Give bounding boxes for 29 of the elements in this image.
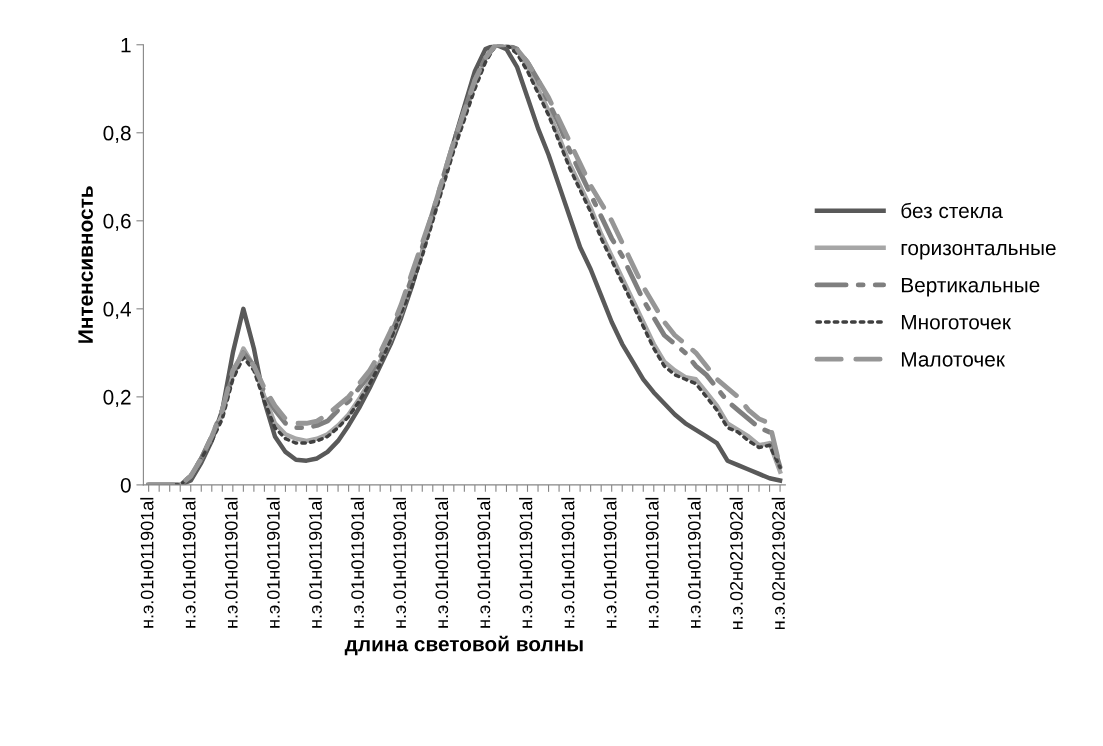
- y-tick-label: 0,4: [103, 301, 131, 320]
- x-tick-label: н.э.01н011901al: [266, 497, 280, 628]
- legend-label: Малоточек: [901, 352, 1006, 367]
- x-tick-label: н.э.01н011901al: [224, 497, 238, 628]
- y-axis-title: Интенсивность: [78, 186, 93, 343]
- y-tick-label: 0,8: [103, 125, 131, 143]
- legend-label: горизонтальные: [901, 243, 1056, 260]
- x-tick-label: н.э.01н011901al: [603, 497, 617, 628]
- legend-label: Многоточек: [901, 315, 1012, 330]
- x-tick-label: н.э.01н011901al: [687, 497, 701, 628]
- x-tick-label: н.э.01н011901al: [308, 497, 322, 628]
- x-tick-label: н.э.02н021902al: [771, 497, 785, 630]
- x-tick-label: н.э.01н011901al: [645, 497, 659, 628]
- x-tick-label: н.э.01н011901al: [434, 497, 449, 628]
- x-tick-label: н.э.01н011901al: [392, 497, 407, 628]
- y-tick-label: 0,2: [103, 389, 131, 408]
- x-axis-title: длина световой волны: [344, 635, 583, 656]
- x-tick-label: н.э.01н011901al: [476, 497, 491, 628]
- x-tick-label: н.э.01н011901al: [182, 497, 196, 628]
- x-tick-label: н.э.01н011901al: [140, 497, 154, 628]
- y-tick-label: 1: [121, 37, 131, 53]
- x-tick-label: н.э.01н011901al: [561, 497, 575, 628]
- y-tick-label: 0: [120, 477, 131, 493]
- x-tick-label: н.э.01н011901al: [519, 497, 533, 628]
- legend-label: без стекла: [901, 202, 1003, 219]
- x-tick-label: н.э.01н011901al: [350, 497, 364, 628]
- legend-label: Вертикальные: [901, 277, 1040, 297]
- x-tick-label: н.э.02н021902al: [729, 497, 743, 630]
- y-tick-label: 0,6: [103, 213, 131, 232]
